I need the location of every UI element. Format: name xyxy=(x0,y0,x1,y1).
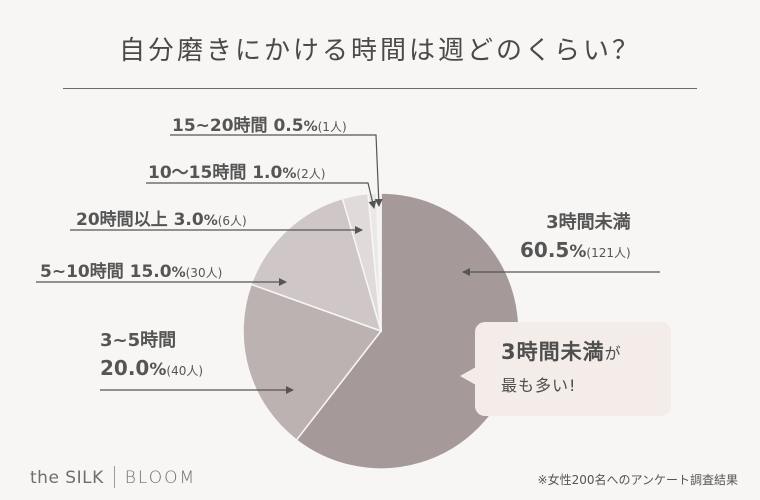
label-5-10h-count: (30人) xyxy=(185,266,223,280)
label-3-5h-percent-sign: % xyxy=(149,360,167,380)
highlight-callout: 3時間未満が 最も多い! xyxy=(475,322,671,416)
label-3-5h-name: 3~5時間 xyxy=(100,330,177,351)
label-over-20h-text: 20時間以上 3.0 xyxy=(76,210,204,230)
label-10-15h: 10～15時間 1.0%(2人) xyxy=(148,158,325,183)
brand-logo-silk: the SILK xyxy=(30,468,104,488)
leader-10-15h xyxy=(146,182,377,209)
callout-headline: 3時間未満 xyxy=(501,340,605,364)
label-3-5h-count: (40人) xyxy=(166,364,204,378)
label-15-20h-percent-sign: % xyxy=(303,119,318,135)
label-over-20h-count: (6人) xyxy=(217,214,247,228)
brand-logo-bloom: BLOOM xyxy=(124,468,197,488)
label-3-5h: 3~5時間 20.0%(40人) xyxy=(100,326,203,380)
title-divider xyxy=(63,88,697,89)
callout-subline: 最も多い! xyxy=(501,376,577,395)
label-over-20h: 20時間以上 3.0%(6人) xyxy=(76,205,247,230)
chart-title: 自分磨きにかける時間は週どのくらい？ xyxy=(118,36,641,66)
label-15-20h: 15~20時間 0.5%(1人) xyxy=(172,111,347,136)
survey-footnote: ※女性200名へのアンケート調査結果 xyxy=(537,473,738,487)
brand-logo: the SILK BLOOM xyxy=(30,466,196,488)
leader-lines xyxy=(36,134,660,394)
leader-15-20h xyxy=(170,134,383,207)
callout-headline-particle: が xyxy=(604,344,622,363)
label-15-20h-count: (1人) xyxy=(317,120,347,134)
label-10-15h-count: (2人) xyxy=(296,167,326,181)
label-10-15h-text: 10～15時間 1.0 xyxy=(148,163,283,183)
label-under-3h-percent: 60.5 xyxy=(520,238,570,262)
label-under-3h-count: (121人) xyxy=(586,246,631,260)
label-15-20h-text: 15~20時間 0.5 xyxy=(172,116,304,136)
label-under-3h: 3時間未満 60.5%(121人) xyxy=(520,208,631,262)
label-under-3h-percent-sign: % xyxy=(569,242,587,262)
label-5-10h-percent-sign: % xyxy=(171,265,186,281)
label-5-10h: 5~10時間 15.0%(30人) xyxy=(40,257,222,282)
brand-logo-divider xyxy=(113,466,115,488)
label-3-5h-percent: 20.0 xyxy=(100,356,150,380)
pie-slice-1 xyxy=(242,283,383,442)
label-10-15h-percent-sign: % xyxy=(282,166,297,182)
callout-tail xyxy=(460,367,476,385)
label-5-10h-text: 5~10時間 15.0 xyxy=(40,262,172,282)
label-under-3h-name: 3時間未満 xyxy=(546,212,631,233)
label-over-20h-percent-sign: % xyxy=(203,213,218,229)
